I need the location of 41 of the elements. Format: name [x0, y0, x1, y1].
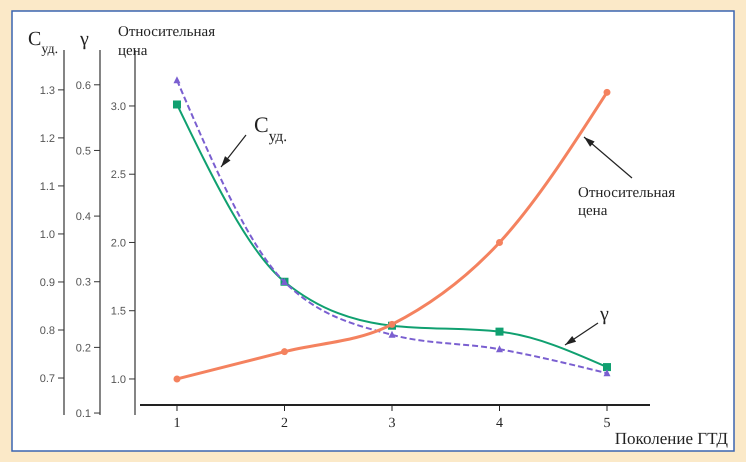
- series-label: γ: [599, 303, 609, 325]
- x-axis-title: Поколение ГТД: [614, 429, 728, 448]
- point: [173, 375, 180, 382]
- y3-tick-label: 0.6: [76, 80, 91, 92]
- y3-tick-label: 0.5: [76, 145, 91, 158]
- y3-tick-label: 0.1: [76, 408, 91, 420]
- point: [496, 345, 503, 352]
- y-tick-label: 1.0: [110, 374, 126, 386]
- y2-tick-label: 1.2: [40, 132, 55, 145]
- text: С$_{уд.}$: [254, 112, 288, 144]
- x-tick-label: 2: [280, 416, 288, 431]
- y-axis-title: Относительная цена: [118, 24, 216, 59]
- point: [173, 76, 180, 84]
- point: [603, 363, 611, 372]
- point: [172, 100, 181, 108]
- y3-tick-label: 0.3: [76, 276, 91, 289]
- y2-tick-label: 1.3: [40, 84, 55, 97]
- y3-tick-label: 0.2: [76, 342, 91, 354]
- y-tick-label: 3.0: [110, 100, 126, 113]
- y2-tick-label: 0.7: [40, 373, 55, 386]
- y2-tick-label: 1.1: [40, 180, 55, 193]
- x-tick-label: 5: [604, 416, 610, 431]
- y2-axis-title: С$_{уд.}$: [28, 28, 58, 56]
- point: [495, 328, 504, 336]
- series-label: Относительная цена: [578, 185, 676, 219]
- y2-tick-label: 0.8: [40, 324, 55, 337]
- y-tick-label: 2.5: [110, 169, 126, 182]
- x-tick-label: 3: [388, 416, 396, 431]
- point: [604, 88, 610, 96]
- point: [496, 238, 503, 246]
- point: [604, 369, 610, 376]
- y2-tick-label: 1.0: [40, 228, 55, 241]
- y-tick-label: 1.5: [110, 306, 126, 318]
- x-tick-label: 4: [496, 416, 503, 431]
- y2-tick-label: 0.9: [40, 276, 55, 289]
- y3-tick-label: 0.4: [76, 211, 91, 224]
- point: [280, 348, 288, 356]
- x-tick-label: 1: [173, 416, 180, 431]
- point: [388, 330, 396, 338]
- y3-axis-title: γ: [79, 28, 89, 50]
- y-tick-label: 2.0: [110, 237, 126, 250]
